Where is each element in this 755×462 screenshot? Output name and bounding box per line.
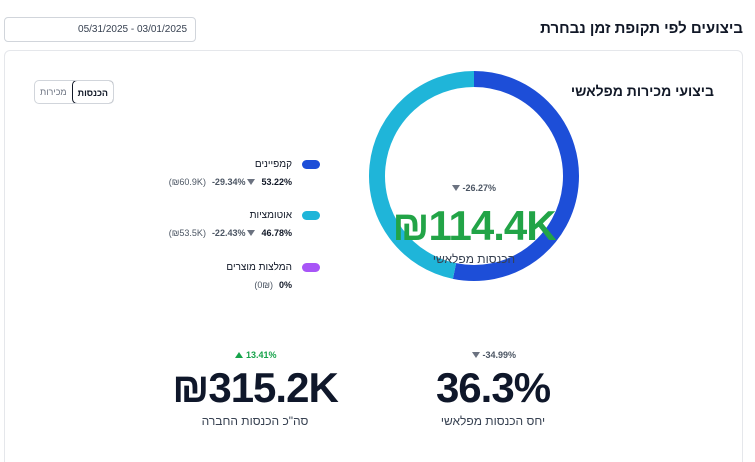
kpi-value: 36.3% <box>435 364 551 411</box>
legend-percent: 46.78% <box>261 228 292 238</box>
down-arrow-icon <box>452 185 460 191</box>
down-arrow-icon <box>247 230 256 236</box>
revenue-donut-chart <box>369 71 579 281</box>
legend-amount: (53.5K₪) <box>168 228 206 238</box>
legend-stats: 0% (0₪) <box>254 280 292 290</box>
legend-change: -29.34% <box>212 177 256 187</box>
card-title: ביצועי מכירות מפלאשי <box>570 83 714 99</box>
kpi-change: 13.41% <box>150 350 360 360</box>
legend-percent: 53.22% <box>261 177 292 187</box>
legend-swatch <box>302 263 320 272</box>
legend-stats: 46.78% -22.43% (53.5K₪) <box>169 228 292 238</box>
sales-performance-card: ביצועי מכירות מפלאשי מכירות הכנסות <box>4 50 743 462</box>
legend-amount: (0₪) <box>254 280 273 290</box>
legend-amount: (60.9K₪) <box>168 177 206 187</box>
legend-name: המלצות מוצרים <box>226 262 292 273</box>
legend-item-product-recs: המלצות מוצרים 0% (0₪) <box>150 262 320 294</box>
legend-stats: 53.22% -29.34% (60.9K₪) <box>169 177 292 187</box>
legend-item-campaigns: קמפיינים 53.22% -29.34% (60.9K₪) <box>150 159 320 191</box>
donut-label: הכנסות מפלאשי <box>432 252 516 266</box>
date-range-picker[interactable]: 05/31/2025 - 03/01/2025 <box>4 17 196 42</box>
kpi-total-revenue: 13.41% ₪315.2K סה"כ הכנסות החברה <box>150 350 360 428</box>
legend-item-automations: אוטומציות 46.78% -22.43% (53.5K₪) <box>150 210 320 242</box>
legend-change: -22.43% <box>212 228 256 238</box>
legend-swatch <box>302 160 320 169</box>
donut-segments <box>369 71 579 281</box>
page-title: ביצועים לפי תקופת זמן נבחרת <box>540 20 743 37</box>
down-arrow-icon <box>247 179 256 185</box>
legend-name: אוטומציות <box>249 210 292 221</box>
toggle-revenue[interactable]: הכנסות <box>71 81 114 103</box>
donut-change: -26.27% <box>450 183 496 193</box>
donut-segment-0[interactable] <box>452 71 579 281</box>
kpi-revenue-ratio: -34.99% 36.3% יחס הכנסות מפלאשי <box>388 350 598 428</box>
down-arrow-icon <box>471 352 480 358</box>
up-arrow-icon <box>235 352 244 358</box>
legend-name: קמפיינים <box>254 159 292 170</box>
donut-value: ₪114.4K <box>392 202 556 249</box>
kpi-label: סה"כ הכנסות החברה <box>201 414 309 428</box>
kpi-label: יחס הכנסות מפלאשי <box>440 414 546 428</box>
donut-segment-1[interactable] <box>369 71 475 279</box>
kpi-value: ₪315.2K <box>172 364 339 411</box>
kpi-change: -34.99% <box>388 350 598 360</box>
toggle-sales[interactable]: מכירות <box>40 87 67 97</box>
metric-toggle: מכירות הכנסות <box>34 80 115 104</box>
legend-percent: 0% <box>278 280 292 290</box>
legend-swatch <box>302 211 320 220</box>
